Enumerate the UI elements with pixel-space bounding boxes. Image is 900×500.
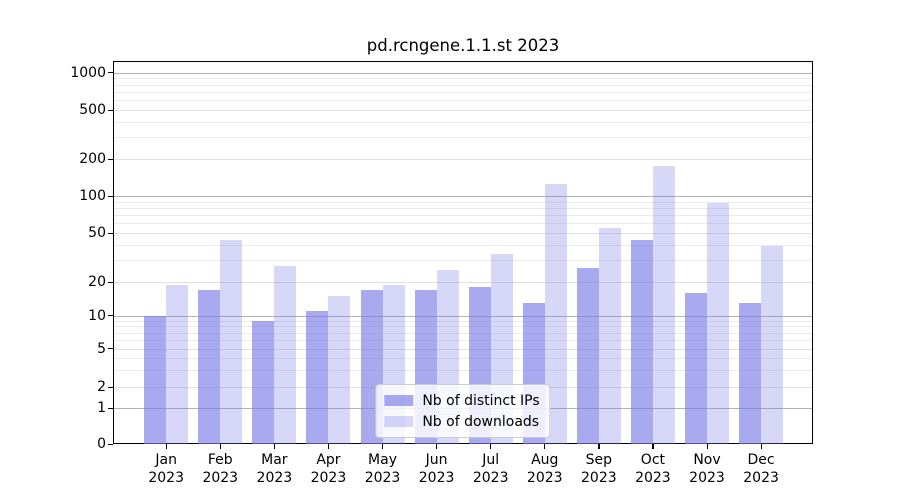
y-tick-mark bbox=[108, 109, 113, 111]
y-tick-mark bbox=[108, 72, 113, 74]
major-gridline bbox=[114, 196, 812, 197]
minor-gridline bbox=[114, 223, 812, 225]
y-tick-mark bbox=[108, 195, 113, 197]
bar-aug-downloads bbox=[544, 184, 567, 444]
legend-row-distinct-ips: Nb of distinct IPs bbox=[384, 390, 540, 411]
bar-mar-distinct-ips bbox=[252, 320, 275, 444]
y-tick-label: 100 bbox=[79, 188, 106, 204]
legend-row-downloads: Nb of downloads bbox=[384, 411, 539, 432]
y-tick-mark bbox=[108, 158, 113, 160]
major-gridline bbox=[114, 72, 812, 74]
y-tick-label: 20 bbox=[88, 274, 106, 291]
y-tick-mark bbox=[108, 443, 113, 445]
bar-sep-downloads bbox=[598, 227, 621, 444]
x-tick-mark bbox=[219, 444, 221, 449]
y-tick-label: 200 bbox=[79, 151, 106, 168]
bar-feb-downloads bbox=[220, 239, 243, 444]
minor-gridline bbox=[114, 245, 812, 246]
x-tick-label: Nov 2023 bbox=[689, 452, 725, 486]
x-tick-label: Jan 2023 bbox=[148, 452, 184, 486]
x-tick-label: Jun 2023 bbox=[418, 452, 455, 486]
bar-nov-downloads bbox=[707, 202, 729, 444]
x-tick-label: Feb 2023 bbox=[202, 452, 239, 486]
bar-nov-distinct-ips bbox=[685, 293, 707, 444]
bar-jan-distinct-ips bbox=[144, 315, 167, 444]
x-tick-mark bbox=[760, 444, 762, 449]
legend-swatch-downloads-icon bbox=[384, 416, 414, 427]
gridline bbox=[114, 282, 812, 284]
bar-feb-distinct-ips bbox=[198, 290, 221, 444]
plot-area: Nb of distinct IPs Nb of downloads bbox=[113, 61, 813, 444]
x-tick-mark bbox=[706, 444, 708, 449]
y-tick-mark bbox=[108, 232, 113, 234]
legend-swatch-distinct-ips-icon bbox=[384, 395, 414, 406]
y-tick-mark bbox=[108, 386, 113, 388]
legend-label-downloads: Nb of downloads bbox=[422, 413, 540, 430]
minor-gridline bbox=[114, 91, 812, 93]
minor-gridline bbox=[114, 215, 812, 217]
gridline bbox=[114, 233, 812, 234]
x-tick-label: Apr 2023 bbox=[310, 452, 347, 486]
x-tick-mark bbox=[490, 444, 492, 449]
bar-dec-downloads bbox=[761, 246, 784, 444]
minor-gridline bbox=[114, 201, 812, 203]
y-tick-label: 1 bbox=[97, 400, 106, 416]
minor-gridline bbox=[114, 207, 812, 209]
x-tick-label: Aug 2023 bbox=[526, 452, 563, 486]
bar-apr-distinct-ips bbox=[306, 311, 329, 444]
minor-gridline bbox=[114, 326, 812, 328]
x-tick-mark bbox=[652, 444, 654, 449]
x-tick-label: Mar 2023 bbox=[256, 452, 293, 486]
x-tick-label: Jul 2023 bbox=[472, 452, 509, 486]
x-tick-mark bbox=[544, 444, 546, 449]
bar-sep-distinct-ips bbox=[576, 268, 599, 444]
bar-jan-downloads bbox=[166, 284, 189, 444]
minor-gridline bbox=[114, 357, 812, 359]
chart-title: pd.rcngene.1.1.st 2023 bbox=[366, 36, 560, 55]
x-tick-mark bbox=[327, 444, 330, 449]
y-tick-label: 10 bbox=[88, 307, 106, 324]
legend-label-distinct-ips: Nb of distinct IPs bbox=[422, 392, 540, 409]
y-tick-mark bbox=[108, 407, 113, 409]
gridline bbox=[114, 110, 812, 111]
minor-gridline bbox=[114, 84, 812, 86]
bar-apr-downloads bbox=[328, 296, 351, 444]
x-tick-mark bbox=[598, 444, 600, 449]
minor-gridline bbox=[114, 100, 812, 102]
bar-oct-distinct-ips bbox=[630, 239, 653, 444]
major-gridline bbox=[114, 315, 812, 317]
minor-gridline bbox=[114, 78, 812, 80]
bar-dec-distinct-ips bbox=[739, 303, 762, 444]
minor-gridline bbox=[114, 137, 812, 139]
minor-gridline bbox=[114, 339, 812, 341]
y-tick-label: 1000 bbox=[70, 64, 106, 81]
y-tick-mark bbox=[108, 315, 113, 317]
y-tick-label: 500 bbox=[79, 102, 106, 118]
x-tick-label: Dec 2023 bbox=[743, 452, 779, 486]
x-tick-mark bbox=[165, 444, 167, 449]
minor-gridline bbox=[114, 260, 812, 262]
legend: Nb of distinct IPs Nb of downloads bbox=[375, 384, 551, 438]
x-tick-mark bbox=[273, 444, 276, 449]
minor-gridline bbox=[114, 332, 812, 334]
y-tick-label: 0 bbox=[97, 436, 106, 452]
gridline bbox=[114, 159, 812, 161]
x-tick-label: Sep 2023 bbox=[581, 452, 617, 486]
x-tick-mark bbox=[382, 444, 384, 449]
y-tick-mark bbox=[108, 281, 113, 283]
bar-oct-downloads bbox=[652, 166, 675, 444]
gridline bbox=[114, 348, 812, 350]
y-tick-label: 5 bbox=[97, 340, 106, 357]
y-tick-label: 50 bbox=[88, 225, 106, 241]
minor-gridline bbox=[114, 369, 812, 371]
x-tick-label: May 2023 bbox=[364, 452, 401, 486]
y-tick-label: 2 bbox=[97, 379, 106, 395]
minor-gridline bbox=[114, 320, 812, 322]
minor-gridline bbox=[114, 122, 812, 123]
bar-mar-downloads bbox=[274, 266, 297, 444]
x-tick-label: Oct 2023 bbox=[635, 452, 671, 486]
x-tick-mark bbox=[436, 444, 438, 449]
y-tick-mark bbox=[108, 348, 113, 350]
